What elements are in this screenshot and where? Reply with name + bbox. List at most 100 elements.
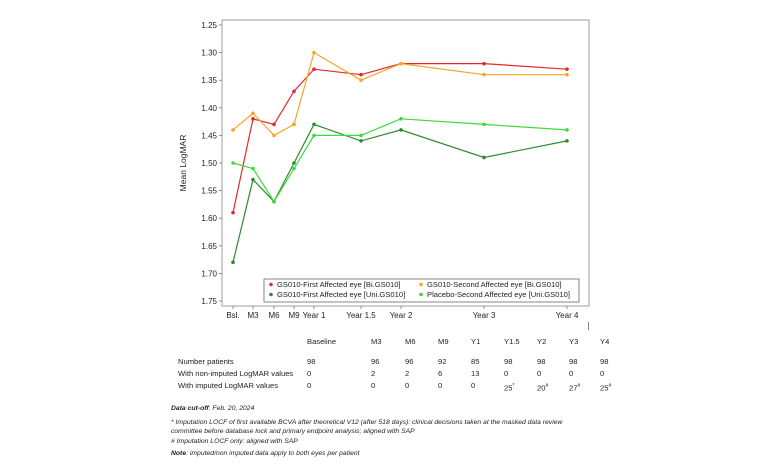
data-cutoff-note: Data cut-off: Feb. 20, 2024: [171, 405, 255, 412]
table-cell: 13: [471, 369, 479, 379]
imputation-note-hash: # Imputation LOCF only: aligned with SAP: [171, 437, 298, 445]
table-cell: 2: [371, 369, 375, 379]
x-ticks: Bsl. M3 M6 M9 Year 1 Year 1.5 Year 2 Year 3 Year…: [226, 306, 579, 320]
y-axis-title: Mean LogMAR: [178, 135, 188, 192]
table-cell: 2: [405, 369, 409, 379]
table-cell: 0: [405, 381, 409, 391]
table-cell: 98: [600, 357, 608, 367]
series-lines: [231, 50, 569, 265]
table-cell-value: 0: [438, 381, 443, 390]
table-cell-value: 0: [600, 369, 605, 378]
data-point: [482, 61, 486, 66]
table-cell: 20#: [537, 381, 548, 394]
data-point: [399, 61, 403, 66]
table-cell: 85: [471, 357, 479, 367]
x-tick-label: Year 1.5: [346, 311, 376, 320]
table-cell-footnote-mark: *: [512, 383, 515, 389]
x-tick-label: Year 3: [473, 311, 496, 320]
y-ticks: 1.25 1.30 1.35 1.40 1.45 1.50 1.55 1.60 1.65 1.70…: [201, 21, 222, 306]
table-row-label: With imputed LogMAR values: [178, 381, 279, 390]
legend-swatch: [269, 292, 273, 297]
table-cell-value: 85: [471, 357, 480, 366]
table-cell: 6: [438, 369, 442, 379]
table-cell-value: 0: [405, 381, 410, 390]
y-tick-label: 1.40: [201, 104, 217, 113]
y-tick-label: 1.25: [201, 21, 217, 30]
table-cell-value: 20: [537, 383, 546, 393]
legend-swatch: [269, 282, 273, 287]
table-cell: 27#: [569, 381, 580, 394]
table-cell: 96: [371, 357, 379, 367]
imputation-note-star-cont: committee before database lock and prima…: [171, 428, 415, 435]
legend: GS010-First Affected eye [Bi.GS010] GS010…: [263, 278, 580, 303]
legend-swatch: [419, 292, 423, 297]
x-tick-label: Bsl.: [226, 311, 239, 320]
data-point: [565, 67, 569, 71]
table-divider-mark: [588, 322, 589, 330]
table-cell: 92: [438, 357, 446, 367]
data-point: [359, 133, 363, 138]
legend-label: GS010-First Affected eye [Uni.GS010]: [277, 290, 405, 299]
table-cell: 96: [405, 357, 413, 367]
data-point: [312, 133, 316, 138]
table-cell-value: 0: [537, 369, 542, 378]
table-cell-value: 0: [307, 381, 312, 390]
table-cell-value: 0: [569, 369, 574, 378]
table-cell-value: 25: [600, 383, 609, 393]
table-cell: 25#: [600, 381, 611, 394]
data-point: [251, 117, 255, 121]
series-line-2: [232, 123, 568, 263]
data-point: [482, 122, 486, 127]
x-tick-label: M9: [288, 311, 300, 320]
data-point: [565, 139, 569, 143]
data-point: [359, 72, 363, 77]
y-tick-label: 1.50: [201, 159, 217, 168]
y-tick-label: 1.55: [201, 187, 217, 196]
table-cell: 98: [569, 357, 577, 367]
x-tick-label: M3: [247, 311, 259, 320]
table-cell: 0: [371, 381, 375, 391]
table-cell: 25*: [504, 381, 514, 394]
data-point: [272, 122, 276, 127]
data-point: [312, 122, 316, 127]
data-point: [231, 210, 235, 215]
data-point: [565, 128, 569, 132]
footnotes: Data cut-off: Feb. 20, 2024 * Imputation…: [171, 404, 611, 459]
table-cell: 98: [307, 357, 315, 367]
table-cell-value: 92: [438, 357, 447, 366]
x-tick-label: Year 4: [556, 311, 579, 320]
data-point: [359, 139, 363, 143]
table-cell-value: 13: [471, 369, 480, 378]
legend-box: [263, 278, 580, 303]
data-point: [399, 117, 403, 121]
data-point: [251, 177, 255, 182]
table-cell-value: 27: [569, 383, 578, 393]
data-point: [359, 78, 363, 82]
data-point: [231, 161, 235, 165]
data-point: [251, 166, 255, 171]
data-point: [482, 155, 486, 160]
table-cell: 98: [504, 357, 512, 367]
table-cell-value: 98: [569, 357, 578, 366]
x-tick-label: Year 2: [390, 311, 413, 320]
table-cell: 0: [438, 381, 442, 391]
legend-label: Placebo-Second Affected eye [Uni.GS010]: [427, 290, 570, 299]
table-row-label: Number patients: [178, 357, 234, 366]
y-tick-label: 1.35: [201, 76, 217, 85]
table-column-header: M6: [405, 337, 416, 346]
plot-area: [221, 19, 590, 307]
table-cell-value: 96: [371, 357, 380, 366]
x-tick-label: Year 1: [303, 311, 326, 320]
legend-swatch: [419, 282, 423, 287]
legend-label: GS010-First Affected eye [Bi.GS010]: [277, 280, 401, 289]
data-point: [292, 161, 296, 165]
table-cell-value: 2: [371, 369, 376, 378]
y-tick-label: 1.65: [201, 242, 217, 251]
general-note: Note: imputed/non imputed data apply to …: [171, 450, 360, 457]
data-point: [272, 199, 276, 204]
table-row-label: With non-imputed LogMAR values: [178, 369, 294, 378]
table-cell: 0: [471, 381, 475, 391]
table-cell-value: 98: [307, 357, 316, 366]
data-point: [312, 50, 316, 55]
table-column-header: Y1.5: [504, 337, 520, 346]
